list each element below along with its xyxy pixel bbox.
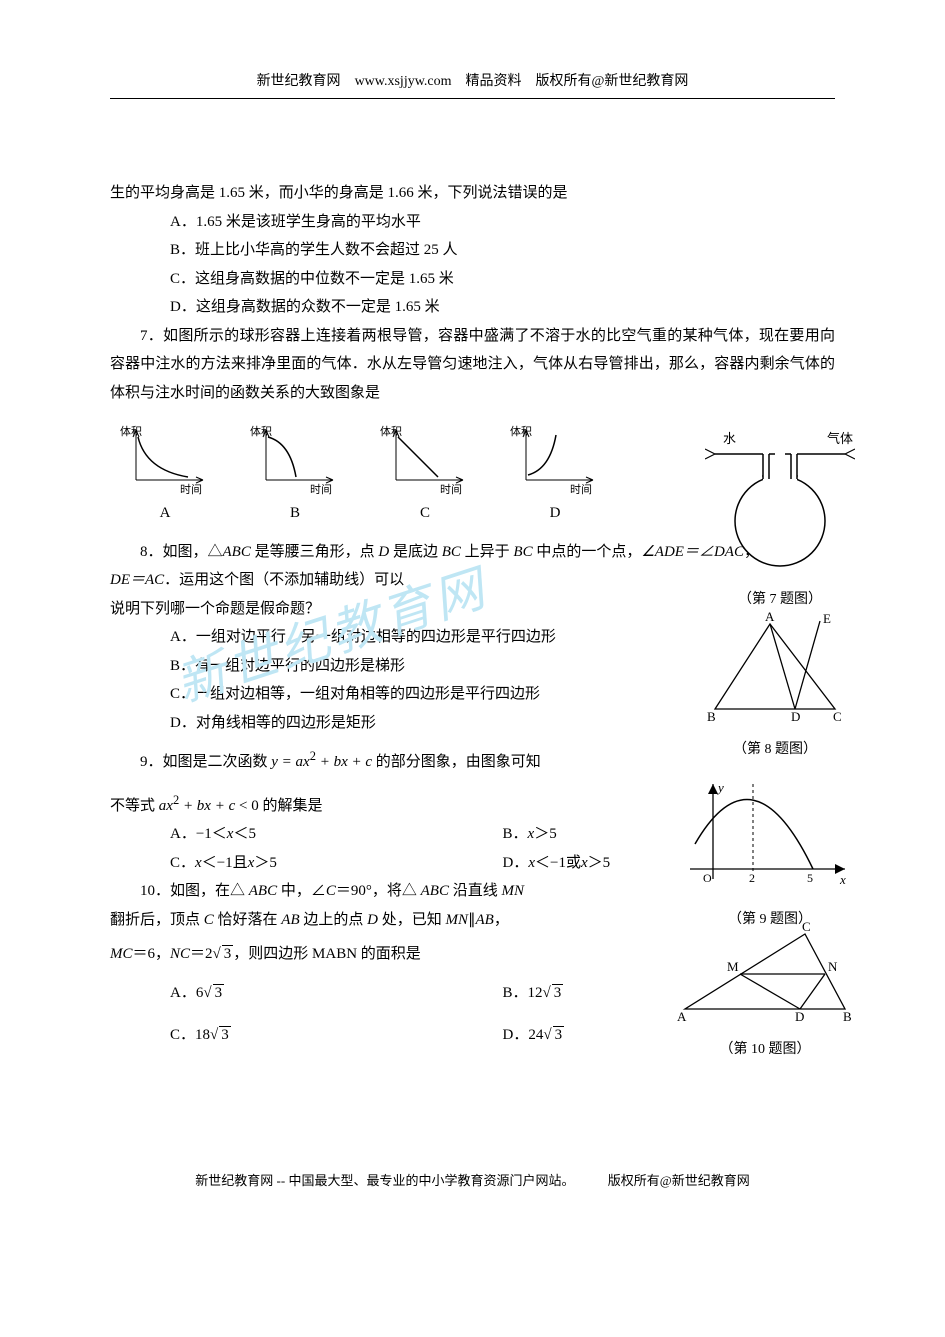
svg-text:C: C (802, 919, 811, 934)
q9-option-c: C．x＜−1且x＞5 (170, 849, 503, 878)
svg-text:D: D (795, 1009, 804, 1024)
q7-graph-a: 体积 时间 A (110, 425, 220, 528)
q6-option-b: B．班上比小华高的学生人数不会超过 25 人 (110, 236, 835, 265)
q7-graph-b: 体积 时间 B (240, 425, 350, 528)
q6-option-d: D．这组身高数据的众数不一定是 1.65 米 (110, 293, 835, 322)
q7-stem: 7．如图所示的球形容器上连接着两根导管，容器中盛满了不溶于水的比空气重的某种气体… (110, 322, 835, 408)
svg-text:D: D (791, 709, 800, 724)
svg-text:N: N (828, 959, 838, 974)
footer-left: 新世纪教育网 -- 中国最大型、最专业的中小学教育资源门户网站。 (195, 1170, 574, 1189)
svg-text:时间: 时间 (570, 483, 592, 495)
svg-text:5: 5 (807, 871, 813, 885)
q10-caption: （第 10 题图） (675, 1037, 855, 1064)
svg-text:y: y (716, 780, 724, 795)
q7-label-a: A (110, 499, 220, 528)
q7-figure: 水 气体 （第 7 题图） (705, 429, 855, 613)
site-name: 新世纪教育网 (257, 74, 341, 89)
q10-option-c: C．18√3 (170, 1021, 503, 1050)
page-footer: 新世纪教育网 -- 中国最大型、最专业的中小学教育资源门户网站。 版权所有@新世… (110, 1170, 835, 1189)
tag-quality: 精品资料 (466, 74, 522, 89)
svg-text:M: M (727, 959, 739, 974)
q6-stem: 生的平均身高是 1.65 米，而小华的身高是 1.66 米，下列说法错误的是 (110, 179, 835, 208)
svg-text:2: 2 (749, 871, 755, 885)
q8-figure: A E B D C （第 8 题图） (695, 609, 855, 763)
svg-text:时间: 时间 (310, 483, 332, 495)
q7-graph-d: 体积 时间 D (500, 425, 610, 528)
svg-text:x: x (839, 872, 846, 887)
q10-option-a: A．6√3 (170, 979, 503, 1008)
footer-right: 版权所有@新世纪教育网 (608, 1170, 750, 1189)
page-header: 新世纪教育网 www.xsjjyw.com 精品资料 版权所有@新世纪教育网 (110, 70, 835, 90)
q8-caption: （第 8 题图） (695, 737, 855, 764)
q7-label-water: 水 (723, 427, 736, 452)
q7-label-c: C (370, 499, 480, 528)
q7-label-d: D (500, 499, 610, 528)
q7-label-gas: 气体 (827, 427, 853, 452)
svg-text:B: B (707, 709, 716, 724)
svg-text:C: C (833, 709, 842, 724)
q6-option-c: C．这组身高数据的中位数不一定是 1.65 米 (110, 265, 835, 294)
q7-label-b: B (240, 499, 350, 528)
q9-figure: O 2 5 x y （第 9 题图） (685, 774, 855, 933)
svg-text:E: E (823, 611, 831, 626)
svg-text:B: B (843, 1009, 852, 1024)
site-url: www.xsjjyw.com (355, 74, 452, 89)
q10-figure: C M N A D B （第 10 题图） (675, 919, 855, 1063)
svg-text:时间: 时间 (440, 483, 462, 495)
svg-text:A: A (765, 609, 775, 624)
svg-text:A: A (677, 1009, 687, 1024)
header-divider (110, 98, 835, 99)
q6-option-a: A．1.65 米是该班学生身高的平均水平 (110, 208, 835, 237)
q7-graph-c: 体积 时间 C (370, 425, 480, 528)
tag-copyright: 版权所有@新世纪教育网 (536, 74, 689, 89)
svg-text:时间: 时间 (180, 483, 202, 495)
svg-text:O: O (703, 871, 712, 885)
q9-option-a: A．−1＜x＜5 (170, 820, 503, 849)
